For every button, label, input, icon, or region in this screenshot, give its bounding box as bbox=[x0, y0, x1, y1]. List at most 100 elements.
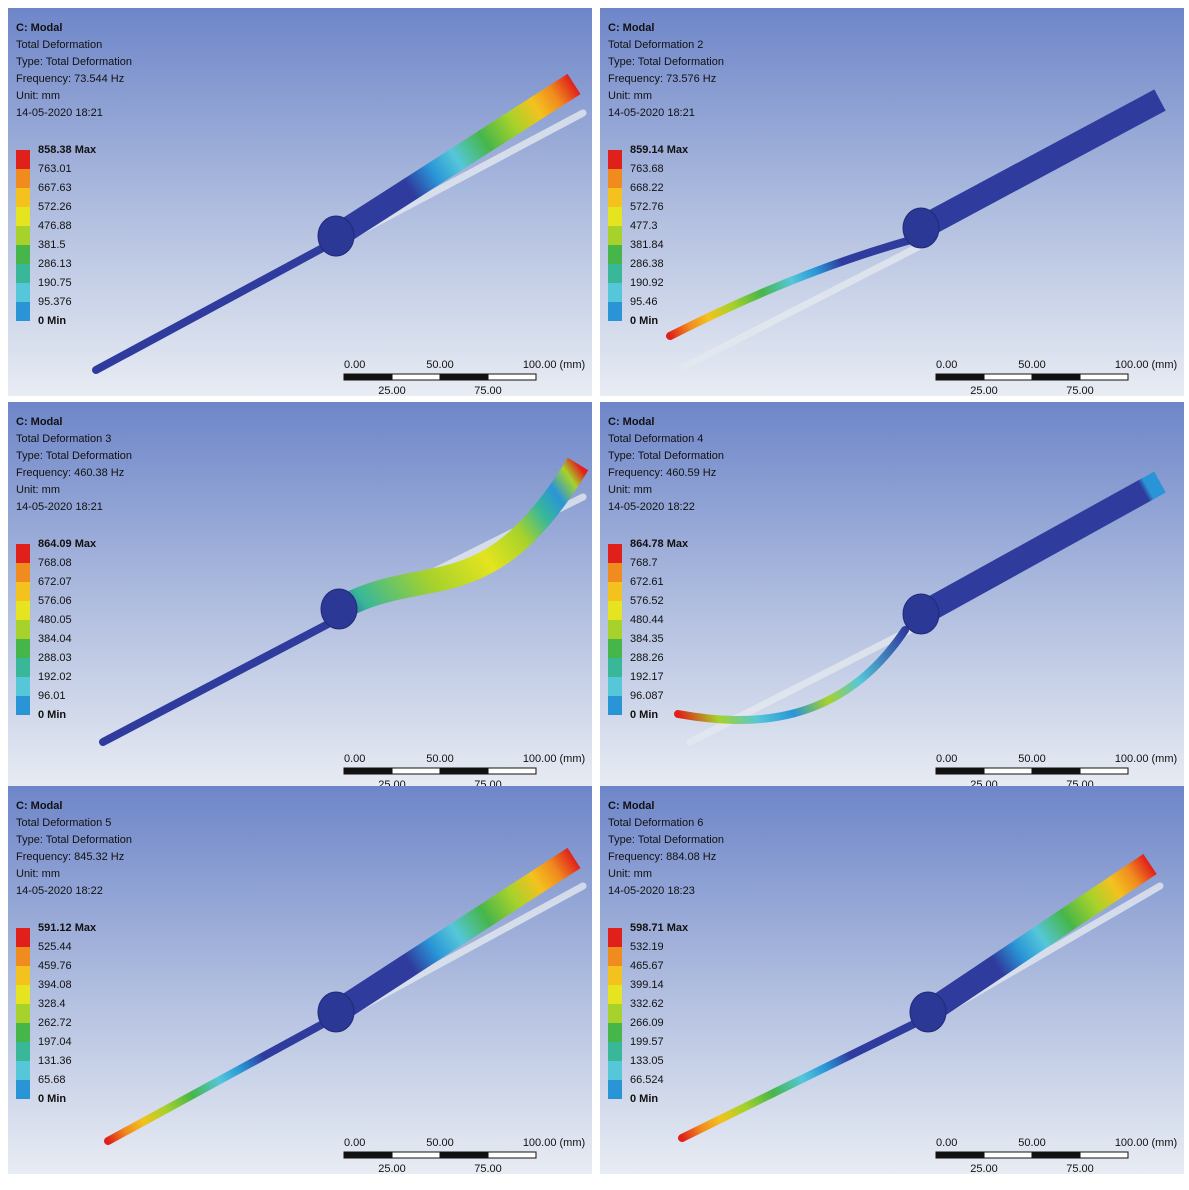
legend-label: 576.52 bbox=[630, 595, 664, 607]
legend-label: 133.05 bbox=[630, 1055, 664, 1067]
legend-label: 0 Min bbox=[38, 709, 66, 721]
hub bbox=[317, 991, 355, 1033]
legend-label: 591.12 Max bbox=[38, 922, 97, 934]
legend-label: 381.5 bbox=[38, 239, 66, 251]
legend-swatch bbox=[608, 1004, 622, 1023]
legend-swatch bbox=[608, 169, 622, 188]
legend-swatch bbox=[608, 150, 622, 169]
legend-label: 96.087 bbox=[630, 690, 664, 702]
legend-swatch bbox=[16, 1023, 30, 1042]
scale-segment bbox=[439, 373, 489, 381]
legend-label: 95.376 bbox=[38, 296, 72, 308]
legend-swatch bbox=[608, 245, 622, 264]
blade bbox=[919, 471, 1166, 623]
legend-label: 465.67 bbox=[630, 960, 664, 972]
legend-label: 96.01 bbox=[38, 690, 66, 702]
header-line: Total Deformation 5 bbox=[16, 817, 111, 829]
legend-label: 192.02 bbox=[38, 671, 72, 683]
blade bbox=[919, 89, 1166, 237]
scale-label: 25.00 bbox=[378, 1163, 406, 1175]
header-line: Frequency: 73.544 Hz bbox=[16, 73, 124, 85]
hub bbox=[902, 207, 940, 249]
legend-label: 598.71 Max bbox=[630, 922, 689, 934]
scale-label: 100.00 (mm) bbox=[1115, 359, 1177, 371]
scale-segment bbox=[1031, 1151, 1081, 1159]
legend-label: 667.63 bbox=[38, 182, 72, 194]
blade bbox=[925, 854, 1157, 1020]
header-line: Type: Total Deformation bbox=[16, 56, 132, 68]
legend-label: 190.92 bbox=[630, 277, 664, 289]
result-panel: C: Modal Total Deformation 2 Type: Total D… bbox=[600, 8, 1184, 397]
legend-swatch bbox=[16, 658, 30, 677]
header-line: C: Modal bbox=[608, 800, 654, 812]
header-line: Total Deformation 3 bbox=[16, 433, 111, 445]
legend-label: 480.44 bbox=[630, 614, 664, 626]
header-line: C: Modal bbox=[16, 800, 62, 812]
legend-label: 288.03 bbox=[38, 652, 72, 664]
legend-swatch bbox=[608, 563, 622, 582]
header-line: 14-05-2020 18:21 bbox=[16, 501, 103, 513]
legend-swatch bbox=[608, 264, 622, 283]
result-panel: C: Modal Total Deformation 3 Type: Total D… bbox=[8, 402, 592, 791]
legend-label: 480.05 bbox=[38, 614, 72, 626]
scale-segment bbox=[1031, 767, 1081, 775]
header-line: Type: Total Deformation bbox=[16, 450, 132, 462]
hub bbox=[902, 593, 940, 635]
legend-swatch bbox=[608, 544, 622, 563]
scale-label: 100.00 (mm) bbox=[1115, 1137, 1177, 1149]
legend-label: 131.36 bbox=[38, 1055, 72, 1067]
scale-label: 75.00 bbox=[1066, 1163, 1094, 1175]
legend-label: 864.78 Max bbox=[630, 538, 689, 550]
legend-swatch bbox=[608, 677, 622, 696]
legend-label: 66.524 bbox=[630, 1074, 664, 1086]
panel-background bbox=[600, 8, 1184, 396]
scale-segment bbox=[391, 373, 441, 381]
legend-swatch bbox=[16, 928, 30, 947]
scale-label: 75.00 bbox=[474, 385, 502, 397]
scale-label: 75.00 bbox=[1066, 385, 1094, 397]
scale-segment bbox=[935, 373, 985, 381]
legend-swatch bbox=[16, 302, 30, 321]
legend-label: 0 Min bbox=[38, 1093, 66, 1105]
legend-swatch bbox=[16, 1042, 30, 1061]
header-line: 14-05-2020 18:23 bbox=[608, 885, 695, 897]
header-line: 14-05-2020 18:22 bbox=[16, 885, 103, 897]
legend-label: 763.68 bbox=[630, 163, 664, 175]
header-line: Frequency: 73.576 Hz bbox=[608, 73, 716, 85]
legend-label: 459.76 bbox=[38, 960, 72, 972]
legend-label: 381.84 bbox=[630, 239, 664, 251]
result-panel: C: Modal Total Deformation Type: Total Def… bbox=[8, 8, 592, 397]
result-panel: C: Modal Total Deformation 5 Type: Total D… bbox=[8, 786, 592, 1175]
scale-label: 0.00 bbox=[344, 753, 365, 765]
result-panel: C: Modal Total Deformation 4 Type: Total D… bbox=[600, 402, 1184, 791]
legend-label: 763.01 bbox=[38, 163, 72, 175]
scale-segment bbox=[1079, 767, 1129, 775]
legend-label: 262.72 bbox=[38, 1017, 72, 1029]
scale-label: 100.00 (mm) bbox=[523, 753, 585, 765]
header-line: Frequency: 460.59 Hz bbox=[608, 467, 716, 479]
legend-swatch bbox=[608, 928, 622, 947]
legend-label: 768.7 bbox=[630, 557, 658, 569]
header-line: Type: Total Deformation bbox=[608, 450, 724, 462]
header-line: Frequency: 460.38 Hz bbox=[16, 467, 124, 479]
blade bbox=[337, 457, 589, 618]
shaft bbox=[674, 626, 909, 724]
legend-label: 768.08 bbox=[38, 557, 72, 569]
legend-swatch bbox=[608, 658, 622, 677]
legend-swatch bbox=[608, 283, 622, 302]
scale-segment bbox=[935, 1151, 985, 1159]
panel-background bbox=[8, 786, 592, 1174]
header-line: Type: Total Deformation bbox=[16, 834, 132, 846]
shaft bbox=[104, 1016, 334, 1145]
scale-segment bbox=[439, 1151, 489, 1159]
scale-segment bbox=[487, 767, 537, 775]
scale-segment bbox=[343, 373, 393, 381]
scale-segment bbox=[983, 373, 1033, 381]
scale-label: 0.00 bbox=[936, 1137, 957, 1149]
panel-background bbox=[600, 786, 1184, 1174]
legend-label: 190.75 bbox=[38, 277, 72, 289]
legend-swatch bbox=[16, 639, 30, 658]
shaft bbox=[92, 240, 334, 374]
blade bbox=[333, 73, 581, 245]
